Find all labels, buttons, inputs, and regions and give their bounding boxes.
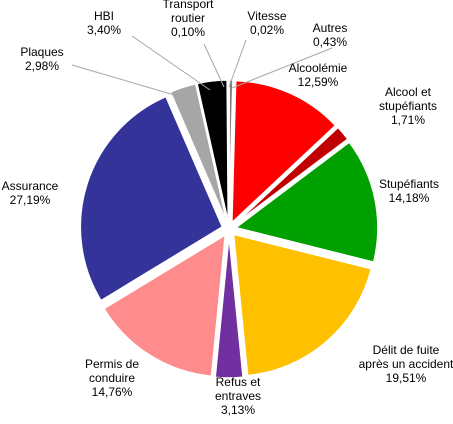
slice-label-text: routier	[171, 11, 205, 25]
slice-label-text: Autres	[313, 21, 348, 35]
slice-label-text: Stupéfiants	[379, 177, 439, 191]
slice-label-text: Plaques	[20, 45, 63, 59]
slice-label-text: conduire	[89, 371, 135, 385]
slice-label-text: Alcool et	[385, 85, 432, 99]
slice-label-text: entraves	[215, 389, 261, 403]
slice-label-text: après un accident	[359, 357, 453, 371]
slice-label-text: Permis de	[85, 357, 139, 371]
slice-label-text: Délit de fuite	[373, 343, 440, 357]
slice-value: 3,13%	[221, 403, 255, 417]
slice-label-text: HBI	[94, 9, 114, 23]
slice-label-text: Refus et	[216, 375, 261, 389]
slice-value: 14,76%	[92, 385, 133, 399]
slice-value: 1,71%	[391, 113, 425, 127]
slice-label-text: Transport	[163, 0, 215, 11]
slice-value: 0,43%	[313, 35, 347, 49]
slice-value: 19,51%	[386, 371, 427, 385]
slice-value: 0,10%	[171, 25, 205, 39]
slice-label-text: Assurance	[2, 179, 59, 193]
slice-label-text: Alcoolémie	[289, 61, 348, 75]
slice-value: 2,98%	[25, 59, 59, 73]
slice-value: 0,02%	[250, 23, 284, 37]
leader-line-10	[132, 36, 210, 90]
leader-line-12	[229, 40, 246, 87]
slice-value: 3,40%	[87, 23, 121, 37]
slice-label-text: stupéfiants	[379, 99, 437, 113]
slice-value: 12,59%	[298, 75, 339, 89]
slice-value: 27,19%	[10, 193, 51, 207]
leader-line-9	[72, 65, 188, 99]
slice-label-text: Vitesse	[247, 9, 286, 23]
slice-value: 14,18%	[389, 191, 430, 205]
